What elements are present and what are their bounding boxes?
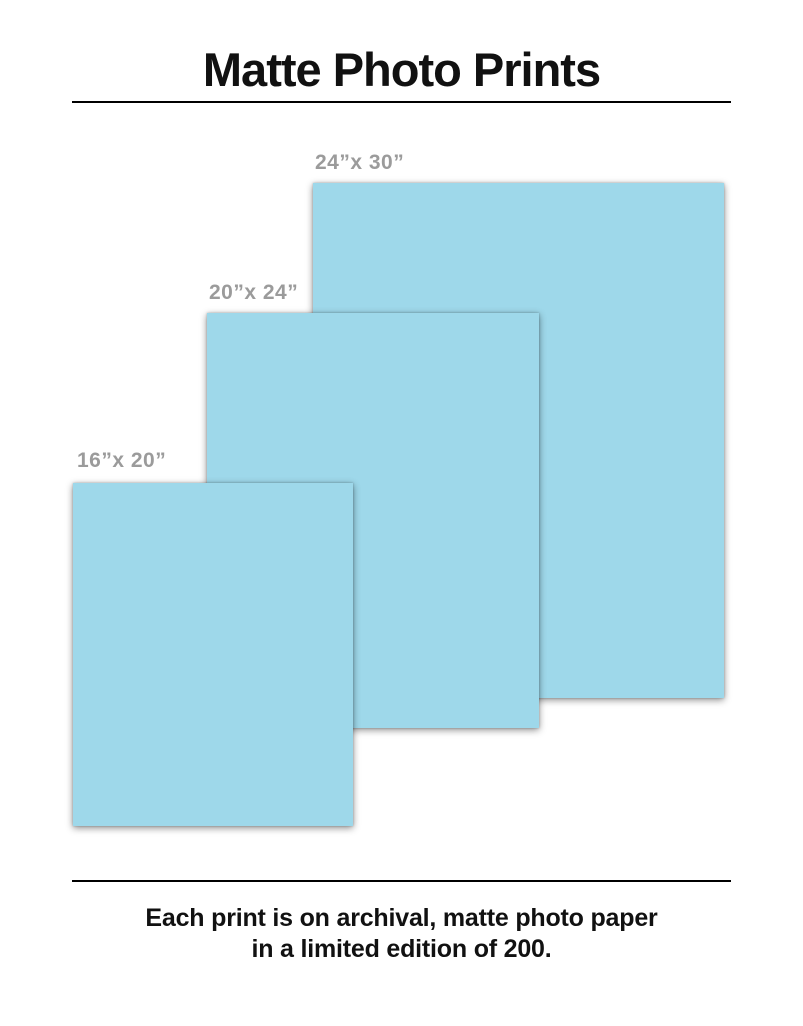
print-size-label-20x24: 20”x 24” xyxy=(209,281,299,304)
print-rect-16x20 xyxy=(73,483,353,826)
page-title: Matte Photo Prints xyxy=(202,43,601,96)
bottom-divider-line xyxy=(72,880,731,882)
footer-line-1: Each print is on archival, matte photo p… xyxy=(145,904,658,932)
print-size-label-16x20: 16”x 20” xyxy=(77,449,167,472)
print-size-label-24x30: 24”x 30” xyxy=(315,151,405,174)
footer-line-2: in a limited edition of 200. xyxy=(251,935,552,963)
footer-description: Each print is on archival, matte photo p… xyxy=(0,903,803,965)
top-divider-line xyxy=(72,101,731,103)
